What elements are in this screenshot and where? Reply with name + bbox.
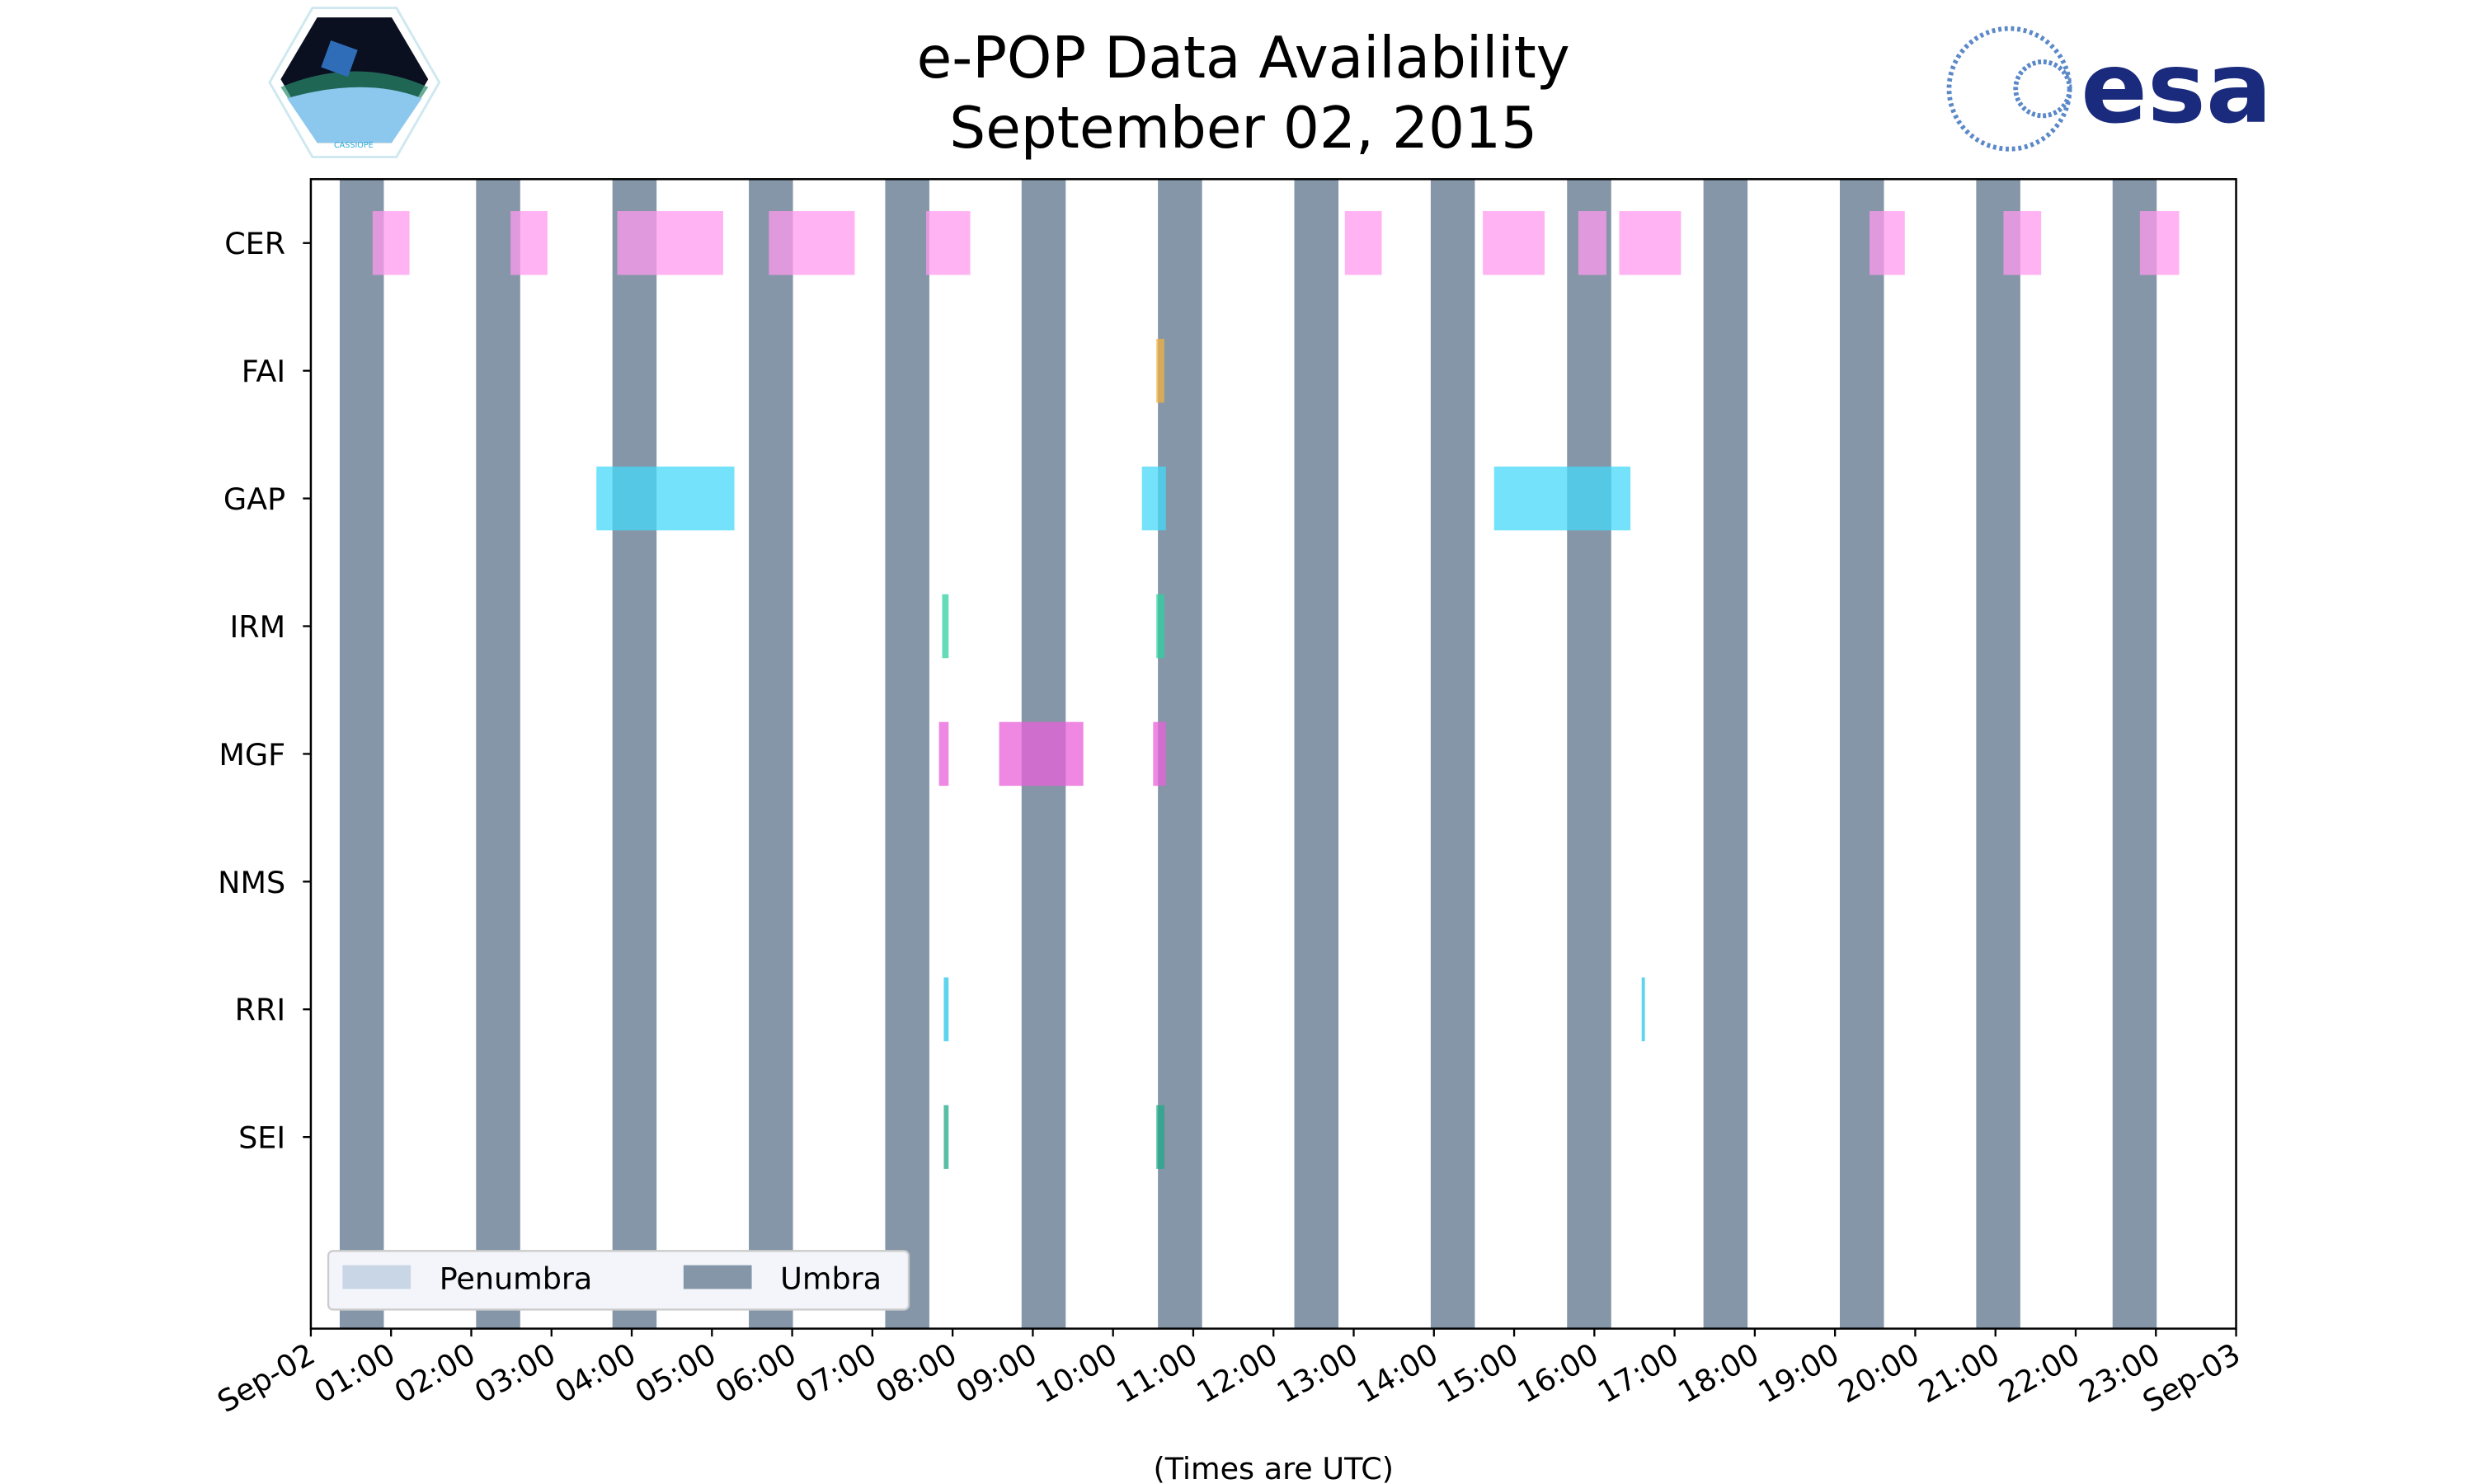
availability-bar-cer [2003, 211, 2042, 275]
umbra-band [2112, 179, 2157, 1329]
cassiope-logo-text: CASSIOPE [334, 141, 374, 150]
plot-background [310, 179, 2236, 1329]
legend-swatch-umbra [683, 1265, 752, 1289]
availability-bar-gap [1493, 466, 1631, 531]
umbra-band [339, 179, 384, 1329]
esa-logo-text: esa [2081, 31, 2272, 146]
availability-bar-irm [1156, 594, 1164, 659]
umbra-band [476, 179, 520, 1329]
availability-bar-mgf [999, 721, 1084, 787]
availability-bar-mgf [938, 721, 949, 787]
esa-logo: esa [1946, 26, 2272, 152]
availability-bar-cer [1619, 211, 1681, 275]
umbra-band [1703, 179, 1748, 1329]
umbra-band [1430, 179, 1475, 1329]
chart-title-line1: e-POP Data Availability [917, 26, 1570, 92]
chart-title-line2: September 02, 2015 [949, 96, 1537, 162]
legend-label-umbra: Umbra [780, 1261, 882, 1296]
y-tick-label: MGF [219, 737, 285, 773]
legend-swatch-penumbra [342, 1265, 412, 1289]
availability-bar-cer [1344, 211, 1382, 275]
availability-bar-cer [1483, 211, 1545, 275]
umbra-band [1839, 179, 1884, 1329]
legend-label-penumbra: Penumbra [440, 1261, 593, 1296]
availability-bar-cer [617, 211, 723, 275]
umbra-band [612, 179, 657, 1329]
x-axis-label: (Times are UTC) [1153, 1451, 1394, 1484]
availability-bar-rri [1641, 977, 1645, 1041]
umbra-band [1294, 179, 1339, 1329]
y-tick-label: RRI [235, 993, 286, 1028]
availability-bar-cer [1869, 211, 1905, 275]
plot-area: CERFAIGAPIRMMGFNMSRRISEISep-0201:0002:00… [211, 178, 2246, 1420]
availability-bar-irm [942, 594, 949, 659]
y-tick-label: CER [224, 226, 285, 261]
availability-bar-fai [1156, 338, 1164, 403]
availability-bar-cer [1578, 211, 1606, 275]
availability-bar-cer [510, 211, 548, 275]
availability-bar-cer [926, 211, 971, 275]
availability-bar-cer [372, 211, 410, 275]
cassiope-logo: CASSIOPE [268, 7, 441, 158]
y-tick-label: NMS [218, 865, 285, 900]
y-tick-label: FAI [242, 354, 285, 389]
legend: Penumbra Umbra [327, 1250, 910, 1311]
availability-bar-gap [596, 466, 735, 531]
availability-bar-mgf [1153, 721, 1166, 787]
umbra-band [749, 179, 793, 1329]
y-tick-label: GAP [223, 481, 285, 517]
availability-bar-cer [769, 211, 855, 275]
umbra-band [1976, 179, 2020, 1329]
y-tick-label: IRM [229, 609, 285, 645]
umbra-band [885, 179, 929, 1329]
availability-bar-sei [1156, 1105, 1164, 1169]
y-tick-label: SEI [238, 1120, 285, 1156]
availability-bar-gap [1141, 466, 1166, 531]
availability-bar-sei [943, 1105, 949, 1169]
umbra-band [1567, 179, 1611, 1329]
availability-bar-cer [2139, 211, 2180, 275]
availability-bar-rri [943, 977, 949, 1041]
